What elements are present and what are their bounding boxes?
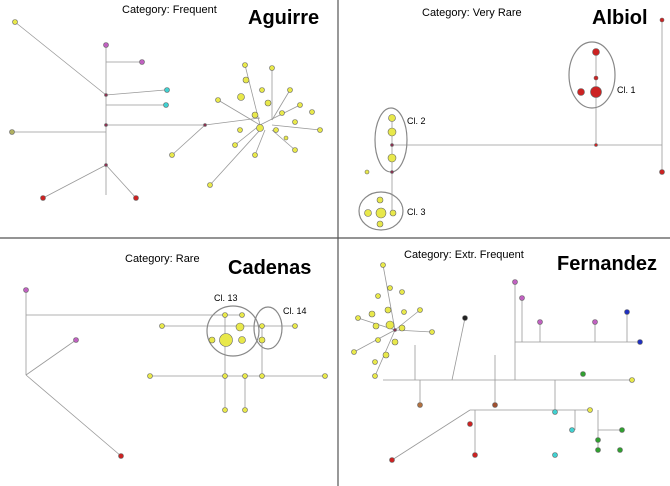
panel-albiol-clusters [358,41,616,231]
cluster-label-cl1: Cl. 1 [617,85,636,95]
panel-fernandez-category: Category: Extr. Frequent [404,249,524,261]
cluster-ellipse-cl13 [206,305,260,357]
panel-fernandez-title: Fernandez [557,253,657,275]
panel-albiol-title: Albiol [592,7,648,29]
panel-aguirre-network [12,21,321,199]
cluster-ellipse-cl3 [358,191,404,231]
cluster-ellipse-cl1 [568,41,616,109]
panel-albiol: Category: Very Rare Albiol Cl. 1 Cl. 2 C… [358,7,665,231]
panel-cadenas-clusters [206,305,283,357]
panel-aguirre-title: Aguirre [248,7,319,29]
panel-albiol-category: Category: Very Rare [422,7,522,19]
panel-aguirre: Category: Frequent Aguirre [9,4,323,201]
panel-fernandez-network [353,264,640,461]
panel-aguirre-category: Category: Frequent [122,4,217,16]
panel-albiol-network [391,20,663,214]
panel-albiol-nodes [364,17,665,228]
panel-cadenas: Category: Rare Cadenas Cl. 13 Cl. 14 [23,253,328,459]
panel-cadenas-nodes [23,287,328,459]
panel-fernandez: Category: Extr. Frequent Fernandez [351,249,657,463]
panel-cadenas-title: Cadenas [228,257,311,279]
cluster-ellipse-cl14 [253,306,283,350]
cluster-label-cl3: Cl. 3 [407,207,426,217]
panel-aguirre-nodes [9,19,323,201]
panel-cadenas-category: Category: Rare [125,253,200,265]
panel-fernandez-nodes [351,262,643,463]
panel-cadenas-network [25,290,325,457]
cluster-label-cl14: Cl. 14 [283,306,307,316]
cluster-label-cl2: Cl. 2 [407,116,426,126]
cluster-label-cl13: Cl. 13 [214,293,238,303]
